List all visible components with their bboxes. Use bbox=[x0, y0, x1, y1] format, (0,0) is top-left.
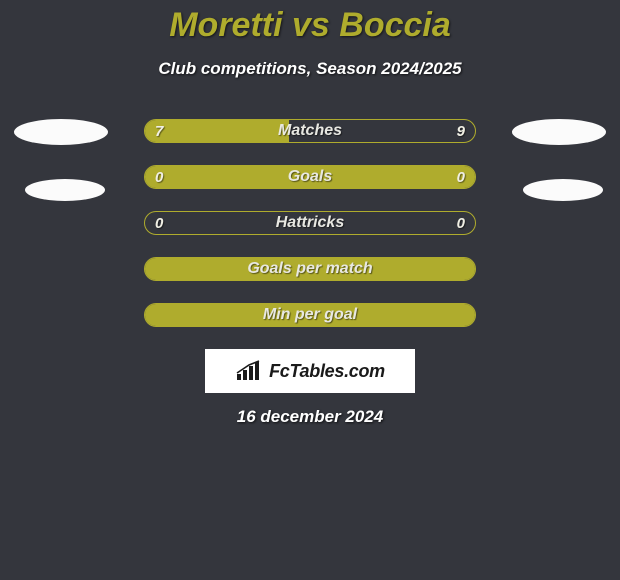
stat-bar: Min per goal bbox=[144, 303, 476, 327]
stat-bars: 79Matches00Goals00HattricksGoals per mat… bbox=[144, 119, 476, 327]
stat-value-right: 0 bbox=[457, 212, 465, 234]
stat-bar: Goals per match bbox=[144, 257, 476, 281]
stat-value-left: 0 bbox=[155, 212, 163, 234]
comparison-area: 79Matches00Goals00HattricksGoals per mat… bbox=[0, 119, 620, 427]
stat-value-right: 0 bbox=[457, 166, 465, 188]
attribution-logo: FcTables.com bbox=[205, 349, 415, 393]
logo-text: FcTables.com bbox=[269, 361, 385, 382]
stat-value-right: 9 bbox=[457, 120, 465, 142]
stat-bar: 0 0Hattricks bbox=[144, 211, 476, 235]
player-ellipse bbox=[512, 119, 606, 145]
stat-bar: 00Goals bbox=[144, 165, 476, 189]
player-ellipse bbox=[25, 179, 105, 201]
bar-fill-left bbox=[145, 120, 289, 142]
bar-fill bbox=[145, 258, 475, 280]
right-ellipse-col bbox=[512, 119, 606, 201]
stat-label: Hattricks bbox=[145, 212, 475, 234]
player-ellipse bbox=[523, 179, 603, 201]
bar-fill bbox=[145, 304, 475, 326]
bar-fill bbox=[145, 166, 475, 188]
player-ellipse bbox=[14, 119, 108, 145]
stat-value-left: 7 bbox=[155, 120, 163, 142]
stat-value-left: 0 bbox=[155, 166, 163, 188]
date-line: 16 december 2024 bbox=[0, 407, 620, 427]
chart-icon bbox=[235, 360, 263, 382]
left-ellipse-col bbox=[14, 119, 108, 201]
stat-bar: 79Matches bbox=[144, 119, 476, 143]
page-title: Moretti vs Boccia bbox=[0, 0, 620, 45]
subtitle: Club competitions, Season 2024/2025 bbox=[0, 59, 620, 79]
